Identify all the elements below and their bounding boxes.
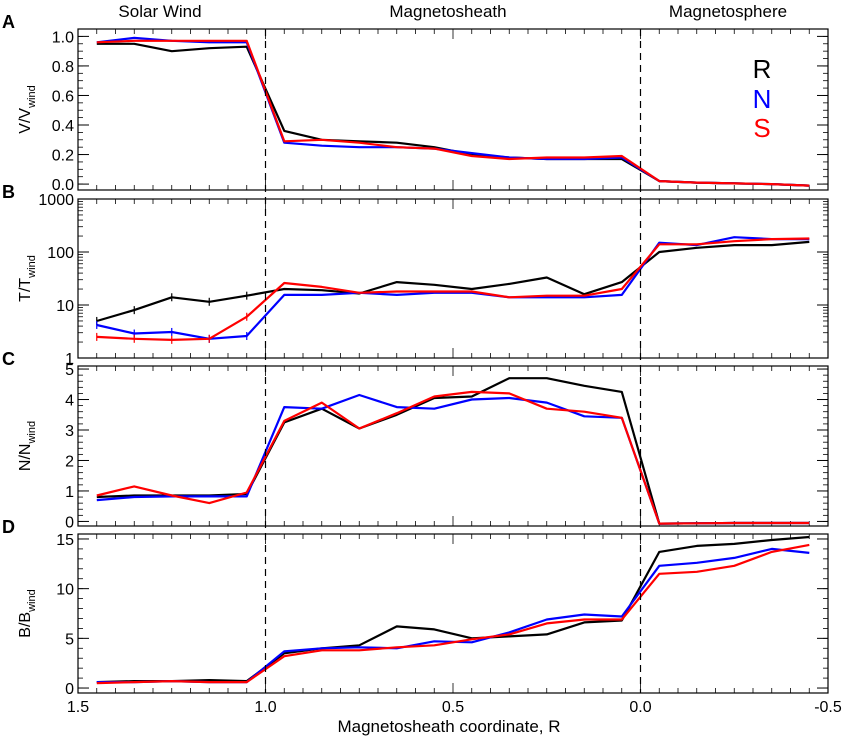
series-line-r (96, 535, 810, 684)
series-line-r (96, 240, 810, 323)
series-line-s (96, 39, 810, 187)
y-axis-label: V/Vwind (17, 85, 38, 133)
series-line-n (96, 547, 810, 684)
panel-frame (77, 533, 829, 694)
y-axis-label-main: V/V (17, 108, 34, 134)
y-axis-label-main: N/N (17, 444, 34, 472)
y-tick-label: 0 (65, 681, 74, 698)
y-tick-label: 0.8 (52, 59, 74, 76)
y-axis-label: T/Twind (17, 255, 38, 302)
panel-letter: C (2, 349, 15, 369)
y-tick-label: 0.2 (52, 148, 74, 165)
x-axis: 1.5 1.0 0.5 0.0 -0.5 (67, 699, 842, 716)
panel-frame (77, 28, 829, 191)
panel-letter: D (2, 517, 15, 537)
series-line-s (96, 237, 810, 341)
y-axis-label: B/Bwind (17, 589, 38, 637)
legend-entry-n: N (753, 84, 772, 114)
legend-entry-s: S (753, 113, 770, 143)
series-line-n (96, 36, 810, 187)
x-axis-title: Magnetosheath coordinate, R (337, 717, 560, 736)
series-line-s (96, 390, 810, 525)
y-tick-label: 1 (65, 351, 74, 368)
legend-entry-r: R (753, 54, 772, 84)
legend: RNS (753, 54, 772, 143)
x-tick-label: -0.5 (814, 699, 842, 716)
x-tick-label: 1.5 (67, 699, 89, 716)
y-tick-label: 1.0 (52, 29, 74, 46)
panel-b: 1 10 100 1000 B T/Twind (2, 182, 829, 368)
y-axis-label-sub: wind (26, 421, 38, 445)
panel-frame (77, 198, 829, 359)
panel-d: 0 5 10 15 D B/Bwind (2, 517, 829, 698)
series-line-n (96, 393, 810, 525)
y-axis-label-main: T/T (17, 278, 34, 302)
y-tick-label: 2 (65, 453, 74, 470)
y-tick-label: 0.6 (52, 88, 74, 105)
y-tick-label: 0 (65, 514, 74, 531)
panel-letter: A (2, 12, 15, 32)
y-tick-label: 4 (65, 393, 74, 410)
region-label-magnetosphere: Magnetosphere (669, 2, 787, 21)
x-tick-label: 1.0 (254, 699, 276, 716)
y-tick-label: 0.0 (52, 177, 74, 194)
region-label-solar-wind: Solar Wind (118, 2, 201, 21)
series-line-r (96, 42, 810, 187)
y-tick-label: 10 (56, 582, 74, 599)
panel-c: 0 1 2 3 4 5 C N/Nwind (2, 349, 829, 531)
panel-letter: B (2, 182, 15, 202)
y-tick-label: 1000 (38, 192, 74, 209)
y-tick-label: 0.4 (52, 118, 74, 135)
y-axis-label-main: B/B (17, 612, 34, 638)
region-labels: Solar Wind Magnetosheath Magnetosphere (118, 2, 787, 21)
region-label-magnetosheath: Magnetosheath (389, 2, 506, 21)
y-tick-label: 5 (65, 362, 74, 379)
y-tick-label: 100 (47, 245, 74, 262)
x-tick-label: 0.0 (629, 699, 651, 716)
y-axis-label-sub: wind (26, 85, 38, 109)
boundaries (264, 29, 642, 693)
y-axis-label: N/Nwind (17, 421, 38, 471)
y-tick-label: 10 (56, 298, 74, 315)
panels: 0.00.20.40.60.81.0AV/Vwind1101001000BT/T… (2, 12, 829, 698)
y-axis-label-sub: wind (26, 589, 38, 613)
y-tick-label: 5 (65, 631, 74, 648)
y-tick-label: 3 (65, 423, 74, 440)
y-axis-label-sub: wind (26, 255, 38, 279)
panel-frame (77, 365, 829, 527)
y-tick-label: 15 (56, 532, 74, 549)
y-tick-label: 1 (65, 484, 74, 501)
panel-a: 0.0 0.2 0.4 0.6 0.8 1.0 A V/Vwind (2, 12, 829, 194)
series-line-s (96, 543, 810, 685)
x-tick-label: 0.5 (442, 699, 464, 716)
